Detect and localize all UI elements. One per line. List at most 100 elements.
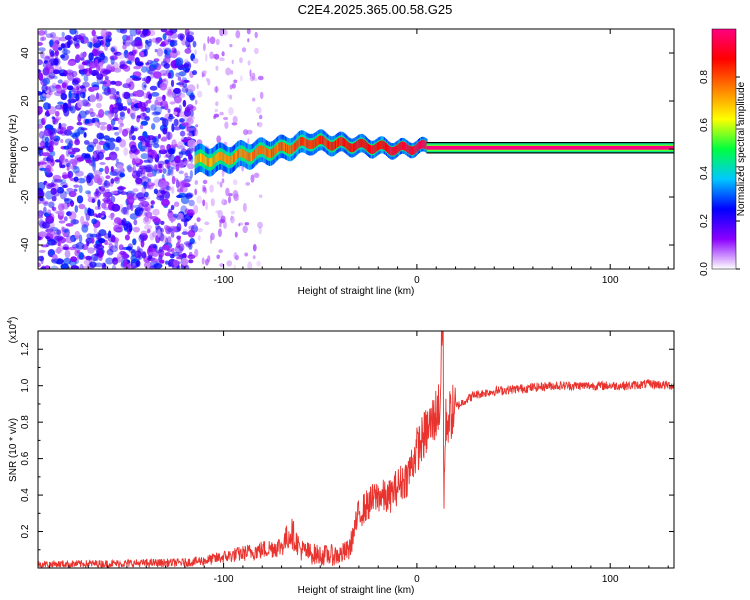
spectrogram-noise-cell — [114, 146, 120, 152]
spectrogram-noise-cell — [51, 258, 60, 264]
spectrogram-noise-cell — [159, 169, 163, 174]
spectrogram-noise-cell — [116, 29, 125, 33]
spectrogram-noise-cell — [87, 41, 93, 48]
spectrogram-noise-cell — [116, 164, 124, 171]
spectrogram-noise-cell — [73, 39, 80, 47]
spectrogram-noise-cell — [189, 94, 196, 101]
spectrogram-noise-cell — [145, 141, 150, 147]
spectrogram-noise-cell — [132, 262, 136, 267]
spectrogram-noise-cell — [97, 151, 104, 160]
spectrogram-noise-cell — [70, 265, 80, 269]
spectrogram-signal-cell — [342, 137, 344, 147]
spectrogram-noise-cell — [99, 162, 106, 165]
spectrogram-noise-cell — [188, 199, 195, 207]
spectrogram-noise-cell — [96, 92, 99, 100]
spectrogram-noise-cell — [123, 223, 129, 231]
spectrogram-noise-cell — [156, 189, 165, 198]
spectrogram-y-axis-label: Frequency (Hz) — [8, 115, 19, 184]
spectrogram-sparse-cell — [246, 129, 253, 135]
spectrogram-signal-cell — [229, 156, 231, 165]
spectrogram-noise-cell — [78, 36, 84, 41]
spectrogram-noise-cell — [79, 263, 84, 269]
spectrogram-noise-cell — [154, 99, 159, 106]
spectrogram-noise-cell — [176, 213, 184, 220]
spectrogram-noise-cell — [101, 202, 107, 209]
spectrogram-signal-cell — [332, 141, 334, 151]
spectrogram-noise-cell — [93, 213, 98, 217]
spectrogram-noise-cell — [69, 158, 77, 165]
spectrogram-signal-cell — [356, 141, 358, 150]
spectrogram-noise-cell — [38, 231, 47, 238]
spectrogram-signal-cell — [313, 139, 315, 148]
spectrogram-signal-cell — [222, 152, 224, 162]
spectrogram-noise-cell — [112, 126, 119, 131]
spectrogram-signal-cell — [194, 156, 196, 165]
spectrogram-sparse-cell — [232, 189, 239, 199]
spectrogram-noise-cell — [119, 250, 126, 256]
spectrogram-signal-cell — [359, 139, 361, 148]
spectrogram-noise-cell — [153, 217, 161, 225]
spectrogram-noise-cell — [150, 104, 157, 111]
spectrogram-noise-cell — [100, 81, 107, 85]
spectrogram-sparse-cell — [194, 180, 199, 185]
spectrogram-noise-cell — [181, 159, 190, 163]
spectrogram-noise-cell — [130, 102, 135, 110]
spectrogram-noise-cell — [148, 38, 153, 44]
spectrogram-noise-cell — [150, 92, 160, 97]
spectrogram-noise-cell — [134, 39, 143, 47]
spectrogram-noise-cell — [135, 170, 143, 178]
spectrogram-noise-cell — [86, 144, 95, 153]
spectrogram-signal-cell — [338, 137, 340, 147]
spectrogram-noise-cell — [104, 165, 110, 175]
spectrogram-noise-cell — [184, 175, 192, 183]
spectrogram-noise-cell — [73, 188, 78, 192]
spectrogram-noise-cell — [137, 30, 146, 35]
spectrogram-noise-cell — [160, 235, 169, 243]
spectrogram-signal-cell — [361, 138, 363, 148]
spectrogram-signal-cell — [286, 144, 288, 153]
spectrogram-noise-cell — [189, 92, 195, 101]
spectrogram-noise-cell — [64, 34, 72, 41]
spectrogram-noise-cell — [150, 205, 154, 209]
spectrogram-noise-cell — [52, 69, 61, 75]
spectrogram-noise-cell — [45, 33, 54, 38]
spectrogram-noise-cell — [89, 111, 96, 118]
spectrogram-signal-cell — [228, 156, 230, 165]
spectrogram-noise-cell — [164, 49, 168, 55]
spectrogram-noise-cell — [127, 166, 134, 173]
spectrogram-signal-cell — [302, 137, 304, 146]
spectrogram-sparse-cell — [259, 114, 263, 120]
spectrogram-signal-cell — [343, 138, 345, 147]
spectrogram-noise-cell — [56, 229, 62, 236]
spectrogram-noise-cell — [40, 197, 45, 202]
spectrogram-noise-cell — [187, 36, 193, 43]
spectrogram-noise-cell — [63, 47, 68, 56]
spectrogram-sparse-cell — [235, 255, 239, 261]
spectrogram-signal-cell — [201, 153, 203, 163]
spectrogram-noise-cell — [52, 132, 57, 140]
spectrogram-noise-cell — [159, 79, 163, 83]
spectrogram-noise-cell — [46, 61, 52, 68]
spectrogram-noise-cell — [45, 215, 55, 224]
spectrogram-noise-cell — [177, 141, 184, 148]
spectrogram-noise-cell — [58, 122, 62, 129]
spectrogram-noise-cell — [132, 165, 136, 174]
spectrogram-signal-cell — [300, 137, 303, 146]
spectrogram-sparse-cell — [214, 86, 219, 93]
spectrogram-noise-cell — [116, 186, 126, 191]
spectrogram-noise-cell — [57, 47, 63, 51]
spectrogram-signal-cell — [389, 146, 391, 155]
spectrogram-noise-cell — [152, 208, 160, 216]
spectrogram-noise-cell — [45, 65, 55, 74]
spectrogram-signal-cell — [293, 143, 295, 152]
spectrogram-noise-cell — [38, 146, 42, 155]
spectrogram-noise-cell — [93, 243, 101, 249]
spectrogram-noise-cell — [62, 184, 69, 189]
spectrogram-sparse-cell — [247, 261, 253, 269]
spectrogram-noise-cell — [181, 38, 187, 46]
spectrogram-noise-cell — [104, 242, 112, 246]
spectrogram-sparse-cell — [219, 57, 225, 62]
spectrogram-noise-cell — [45, 164, 52, 174]
spectrogram-signal-cell — [411, 146, 413, 155]
spectrogram-noise-cell — [68, 90, 72, 100]
